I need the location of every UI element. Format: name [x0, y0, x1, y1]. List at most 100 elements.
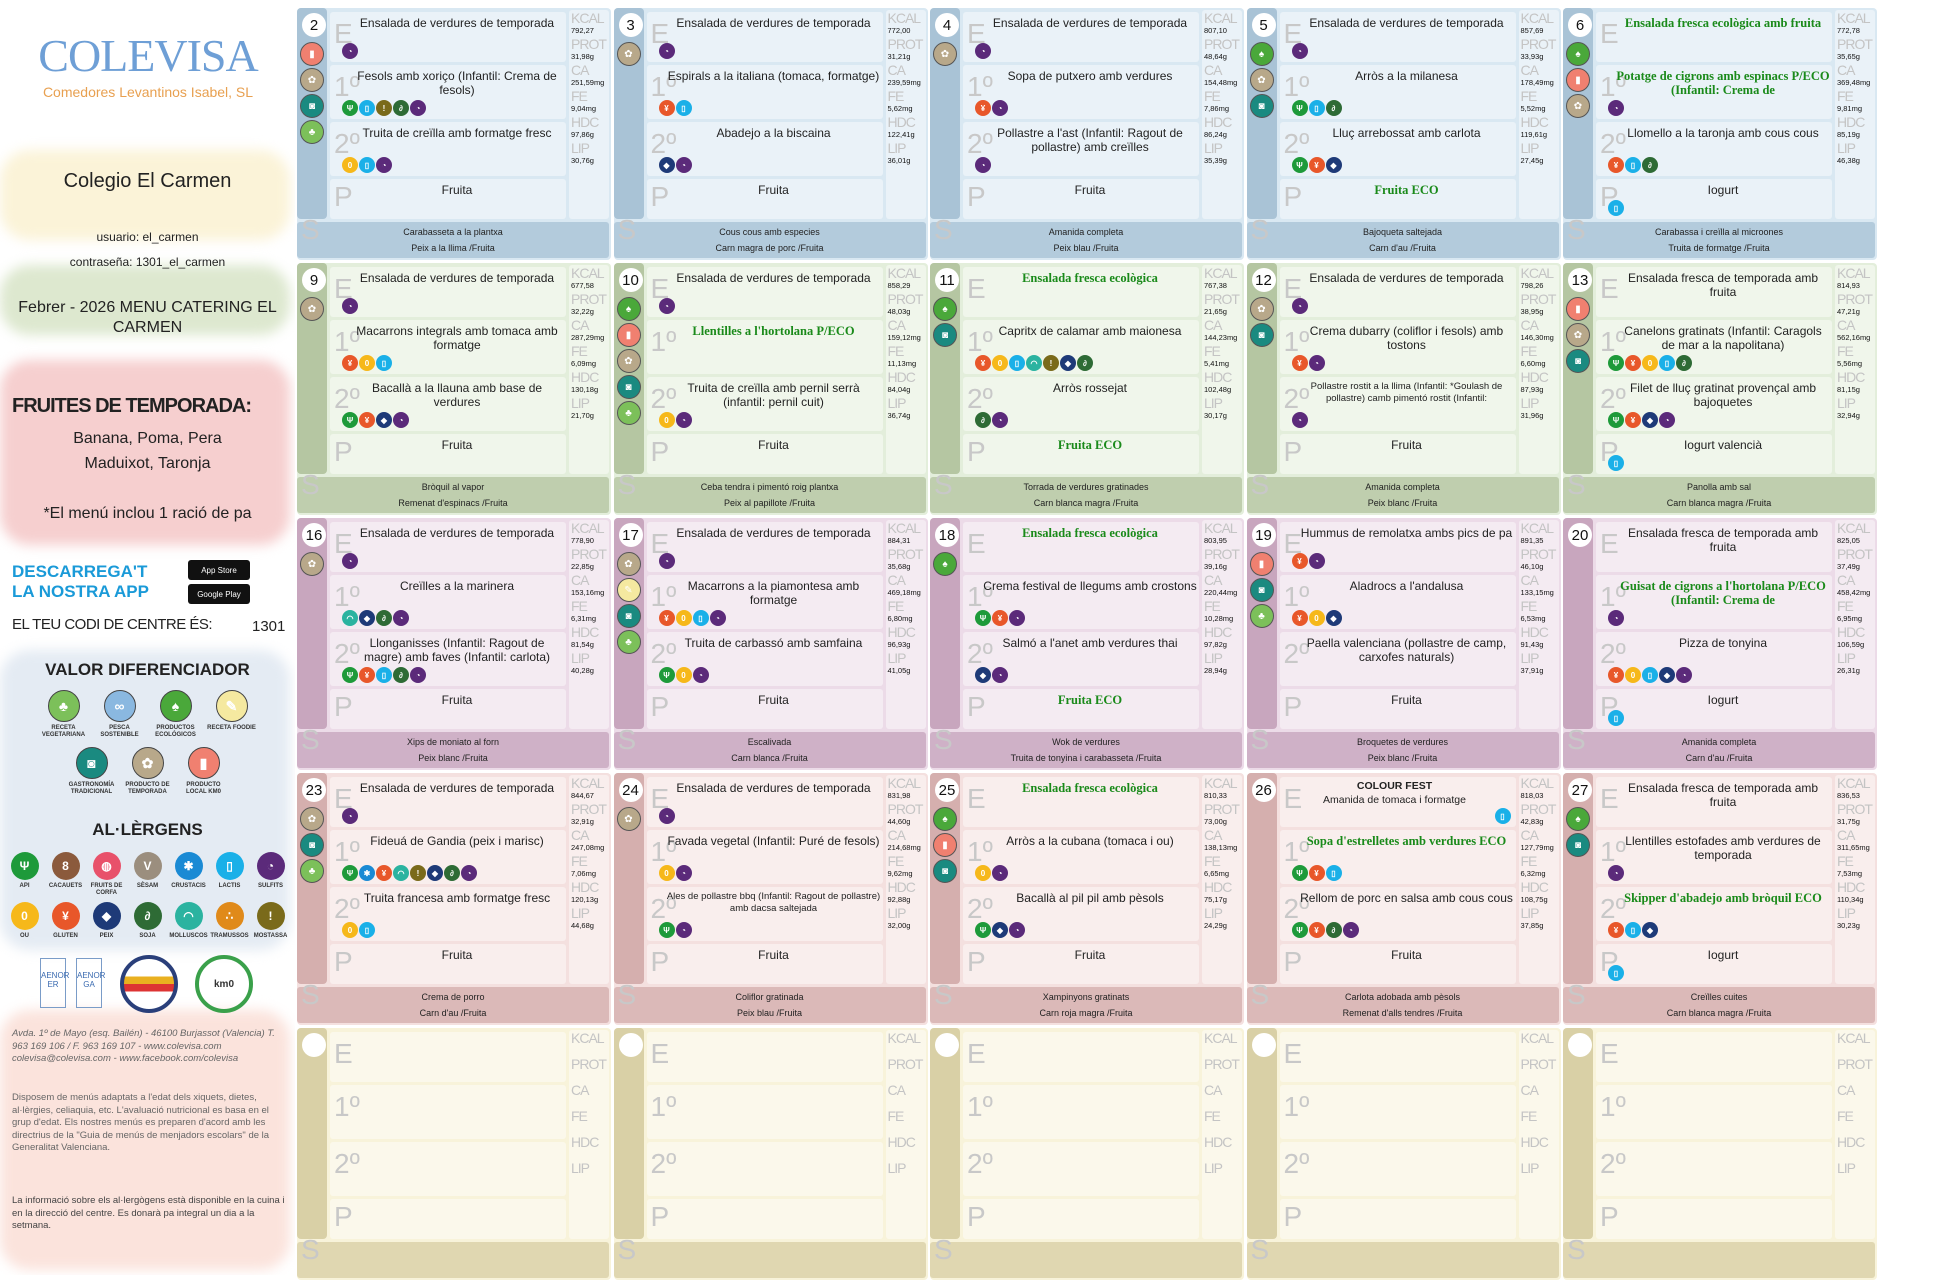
starter-section: E Ensalada de verdures de temporada ◔ [646, 267, 883, 317]
sulfits-icon: ◔ [992, 865, 1008, 881]
first-course-label: 1º [650, 581, 677, 612]
second-course-label: 2º [1600, 128, 1626, 159]
starter-dish: Ensalada de verdures de temporada [350, 781, 564, 795]
day-number [302, 1033, 326, 1057]
gastronomia-icon: ◙ [616, 604, 641, 628]
value-icons: ▮ ✿ ◙ [1566, 297, 1592, 475]
nutrition-label: HDC [571, 369, 599, 385]
value-icons: ♠ [933, 552, 959, 730]
dinner-line: Carn roja magra /Fruita [1039, 1008, 1133, 1018]
nutrition-label: LIP [1837, 140, 1856, 156]
dish-name: Fruita [758, 948, 789, 962]
nutrition-panel: KCAL 858,29 PROT 48,03g CA 159,12mg FE 11,13mg H… [885, 265, 926, 474]
dinner-label: S [301, 724, 320, 755]
ecologics-icon: ♠ [933, 807, 957, 831]
nutrition-label: CA [1204, 317, 1222, 333]
first-course-dish: Guisat de cigrons a l'hortolana P/ECO (I… [1616, 579, 1830, 607]
starter-section: E [1279, 1032, 1516, 1082]
info-allergens: La informació sobre els al·lergògens est… [12, 1195, 285, 1231]
moluscos-icon: ◠ [393, 865, 409, 881]
second-course-dish: Truita de creïlla amb formatge fresc [350, 126, 564, 140]
ecologics-label: PRODUCTOS ECOLÓGICOS [155, 725, 196, 738]
nutrition-label: KCAL [1204, 1030, 1238, 1046]
nutrition-value [1835, 1072, 1875, 1082]
nutrition-label: CA [1837, 572, 1855, 588]
nutrition-value: 30,76g [571, 156, 594, 165]
dinner-suggestion: S Carlota adobada amb pèsols Remenat d'all… [1246, 981, 1559, 1023]
dish-name: Llonganisses (Infantil: Ragout de magre)… [363, 636, 551, 664]
day-number: 19 [1251, 523, 1276, 547]
first-course-section: 1º Llentilles estofades amb verdures de t… [1596, 830, 1832, 884]
local-icon: ▮ [616, 323, 641, 347]
dish-name: Fesols amb xoriço (Infantil: Crema de fe… [357, 69, 557, 97]
dessert-section: P Iogurt ▯ [1596, 179, 1832, 219]
nutrition-label: LIP [571, 1160, 590, 1176]
dinner-line: Coliflor gratinada [735, 992, 804, 1002]
gluten-icon: ¥ [1291, 355, 1308, 371]
nutrition-panel: KCAL 891,35 PROT 46,10g CA 133,15mg FE 6,53mg HD… [1518, 520, 1559, 729]
first-course-label: 1º [1600, 326, 1626, 357]
lactis-icon: ▯ [675, 100, 692, 116]
first-course-dish: Potatge de cigrons amb espinacs P/ECO (I… [1616, 69, 1830, 97]
second-course-label: 2º [1283, 1148, 1310, 1179]
sulfits-icon: ◔ [992, 412, 1008, 428]
sulfits-icon: ◔ [1291, 43, 1308, 59]
nutrition-value: 97,82g [1204, 640, 1227, 649]
first-course-dish: Fesols amb xoriço (Infantil: Crema de fe… [350, 69, 564, 97]
app-store-button[interactable]: App Store [188, 560, 250, 580]
nutrition-label: KCAL [1520, 520, 1555, 536]
allergen-legend-row: 0 OU ¥ GLUTEN ◆ PEIX ∂ SOJA ◠ MOLLUSCOS ∴ TRAMUSSOS… [0, 902, 295, 940]
peix-icon: ◆ [658, 157, 675, 173]
gastronomia-icon: ◙ [616, 375, 641, 399]
nutrition-value: 37,91g [1520, 666, 1544, 675]
dish-name: Sopa d'estrelletes amb verdures ECO [1306, 834, 1507, 848]
nutrition-label: KCAL [1520, 10, 1555, 26]
dinner-line: Carn d'au /Fruita [1369, 243, 1436, 253]
dessert-section: P Iogurt valencià ▯ [1596, 434, 1832, 474]
starter-label: E [650, 783, 670, 814]
dessert-section: P Fruita ECO [963, 689, 1199, 729]
nutrition-value [1202, 1124, 1242, 1134]
value-icons: ▮ ◙ ♣ [1249, 552, 1276, 730]
starter-dish: Ensalada fresca ecològica amb fruita [1616, 16, 1830, 30]
crustacis-icon: ✱ [174, 852, 203, 880]
temporada-icon: ✿ [616, 42, 641, 66]
lactis-icon: ▯ [376, 355, 392, 371]
allergen-icons: ◔ [342, 553, 359, 569]
dinner-label: S [934, 724, 953, 755]
starter-section: E [330, 1032, 566, 1082]
nutrition-value: 138,13mg [1204, 843, 1238, 852]
allergen-icons: ¥0 ◆ [1291, 610, 1343, 626]
starter-section: E Hummus de remolatxa ambs pics de pa ¥ ◔ [1279, 522, 1516, 572]
dessert-dish: Fruita [667, 183, 881, 197]
nutrition-value [1519, 1124, 1559, 1134]
starter-dish: Ensalada fresca ecològica [983, 781, 1197, 795]
google-play-button[interactable]: Google Play [188, 584, 250, 604]
value-icons: ♠ ▮ ✿ [1566, 42, 1592, 220]
sulfits-icon: ◔ [675, 865, 692, 881]
nutrition-label: CA [887, 62, 906, 78]
nutrition-label: KCAL [1837, 1030, 1871, 1046]
api-icon: Ψ [342, 412, 358, 428]
temporada-icon: ✿ [616, 552, 641, 576]
soja-icon: ∂ [444, 865, 460, 881]
dinner-suggestion: S Creïlles cuites Carn blanca magra /Fruit… [1563, 981, 1875, 1023]
dessert-label: P [334, 691, 353, 722]
value-temporada: ✿ PRODUCTO DE TEMPORADA [123, 747, 173, 796]
gastronomia-label: GASTRONOMÍA TRADICIONAL [68, 782, 115, 795]
dessert-section: P Fruita [963, 179, 1199, 219]
peix-icon: ◆ [1060, 355, 1076, 371]
soja-icon: ∂ [376, 610, 392, 626]
nutrition-label: HDC [571, 1134, 599, 1150]
allergen-ou: 0 OU [5, 902, 45, 940]
nutrition-value: 792,27 [571, 26, 594, 35]
nutrition-value: 220,44mg [1204, 588, 1238, 597]
dessert-dish: Iogurt [1616, 183, 1830, 197]
dinner-suggestion: S Xampinyons gratinats Carn roja magra /Fr… [930, 981, 1242, 1023]
day-cell: 6 ♠ ▮ ✿ E Ensalada fresca ecològica amb fruit… [1563, 8, 1877, 260]
second-course-label: 2º [1600, 383, 1626, 414]
lactis-icon: ▯ [692, 610, 709, 626]
peix-icon: ◆ [427, 865, 443, 881]
dessert-dish: Fruita ECO [983, 438, 1197, 452]
nutrition-value [569, 1046, 609, 1056]
